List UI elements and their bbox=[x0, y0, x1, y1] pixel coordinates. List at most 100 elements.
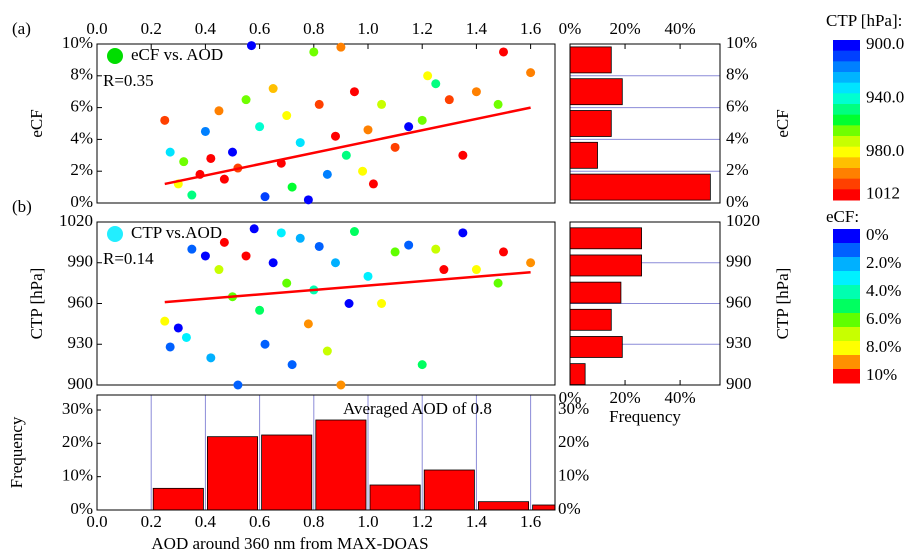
scatter-point bbox=[206, 353, 216, 363]
y-tick-label-right: 0% bbox=[558, 499, 581, 518]
colorbar-swatch bbox=[833, 72, 860, 84]
bar bbox=[569, 254, 642, 277]
scatter-point bbox=[295, 233, 305, 243]
scatter-point bbox=[341, 150, 351, 160]
y-tick-label: 8% bbox=[726, 65, 749, 84]
colorbar-label: 10% bbox=[866, 365, 897, 384]
scatter-point bbox=[187, 244, 197, 254]
x-tick-label: 1.0 bbox=[357, 19, 378, 38]
x-tick-label: 1.6 bbox=[520, 19, 541, 38]
scatter-point bbox=[214, 106, 224, 116]
bar bbox=[423, 469, 475, 510]
scatter-point bbox=[377, 99, 387, 109]
y-tick-label: 4% bbox=[70, 128, 93, 147]
scatter-point bbox=[526, 68, 536, 78]
bar bbox=[315, 419, 367, 510]
scatter-point bbox=[187, 190, 197, 200]
x-tick-label: 0.6 bbox=[249, 19, 270, 38]
x-tick-label: 0% bbox=[559, 19, 582, 38]
y-tick-label: 1020 bbox=[726, 211, 760, 230]
scatter-point bbox=[363, 271, 373, 281]
scatter-point bbox=[322, 346, 332, 356]
y-tick-label-right: 10% bbox=[558, 466, 589, 485]
scatter-point bbox=[173, 323, 183, 333]
y-tick-label: 10% bbox=[726, 33, 757, 52]
x-tick-label: 0.8 bbox=[303, 19, 324, 38]
annotation: Averaged AOD of 0.8 bbox=[343, 399, 492, 418]
scatter-point bbox=[228, 147, 238, 157]
colorbar-swatch bbox=[833, 82, 860, 94]
scatter-point bbox=[493, 99, 503, 109]
scatter-point bbox=[444, 95, 454, 105]
correlation-label: R=0.35 bbox=[103, 71, 154, 90]
colorbar-swatch bbox=[833, 341, 860, 356]
bar bbox=[569, 227, 642, 250]
y-tick-label: 10% bbox=[62, 33, 93, 52]
y-tick-label: 0% bbox=[726, 192, 749, 211]
plot-frame bbox=[569, 43, 721, 204]
bar bbox=[532, 504, 555, 510]
legend-label: CTP vs.AOD bbox=[131, 223, 222, 242]
y-tick-label: 2% bbox=[726, 160, 749, 179]
scatter-point bbox=[219, 237, 229, 247]
y-tick-label-right: 30% bbox=[558, 399, 589, 418]
colorbar-title: eCF: bbox=[826, 207, 859, 226]
bar bbox=[569, 281, 622, 304]
plot-frame bbox=[96, 394, 556, 511]
colorbar-swatch bbox=[833, 136, 860, 148]
colorbar-swatch bbox=[833, 61, 860, 73]
colorbar-label: 4.0% bbox=[866, 281, 901, 300]
colorbar-swatch bbox=[833, 50, 860, 62]
scatter-point bbox=[336, 380, 346, 390]
scatter-point bbox=[282, 278, 292, 288]
y-tick-label: 6% bbox=[70, 97, 93, 116]
x-tick-label: 0.2 bbox=[141, 19, 162, 38]
colorbar-swatch bbox=[833, 125, 860, 137]
y-tick-label: 0% bbox=[70, 192, 93, 211]
scatter-point bbox=[314, 99, 324, 109]
bar bbox=[261, 434, 313, 510]
x-tick-label: 20% bbox=[609, 19, 640, 38]
scatter-point bbox=[246, 41, 256, 51]
scatter-point bbox=[233, 380, 243, 390]
x-tick-label: 0.6 bbox=[249, 512, 270, 531]
colorbar-swatch bbox=[833, 285, 860, 300]
x-tick-label: 0% bbox=[559, 388, 582, 407]
scatter-point bbox=[458, 150, 468, 160]
colorbar-swatch bbox=[833, 299, 860, 314]
y-tick-label: 960 bbox=[726, 292, 752, 311]
bars bbox=[152, 419, 555, 510]
y-tick-label: 990 bbox=[68, 252, 94, 271]
colorbar-swatch bbox=[833, 229, 860, 244]
bar bbox=[152, 487, 204, 510]
scatter-point bbox=[417, 360, 427, 370]
scatter-point bbox=[160, 115, 170, 125]
colorbar-swatch bbox=[833, 369, 860, 384]
y-axis-label: eCF bbox=[27, 109, 46, 137]
x-tick-label: 1.6 bbox=[520, 512, 541, 531]
fit-line bbox=[164, 271, 531, 304]
scatter-point bbox=[431, 244, 441, 254]
y-tick-label: 8% bbox=[70, 65, 93, 84]
x-axis-label: AOD around 360 nm from MAX-DOAS bbox=[151, 534, 428, 553]
x-tick-label: 0.0 bbox=[86, 19, 107, 38]
scatter-point bbox=[181, 332, 191, 342]
scatter-point bbox=[282, 111, 292, 121]
y-tick-label: 930 bbox=[726, 333, 752, 352]
plot-frame bbox=[569, 221, 721, 386]
scatter-point bbox=[241, 95, 251, 105]
scatter-point bbox=[314, 241, 324, 251]
bar bbox=[569, 141, 598, 169]
scatter-point bbox=[336, 42, 346, 52]
scatter-point bbox=[417, 115, 427, 125]
legend-marker bbox=[107, 48, 123, 64]
scatter-point bbox=[206, 153, 216, 163]
colorbar-swatch bbox=[833, 93, 860, 105]
correlation-label: R=0.14 bbox=[103, 249, 154, 268]
scatter-point bbox=[295, 138, 305, 148]
scatter-point bbox=[260, 192, 270, 202]
x-tick-label: 0.4 bbox=[195, 19, 217, 38]
scatter-point bbox=[458, 228, 468, 238]
scatter-point bbox=[358, 166, 368, 176]
